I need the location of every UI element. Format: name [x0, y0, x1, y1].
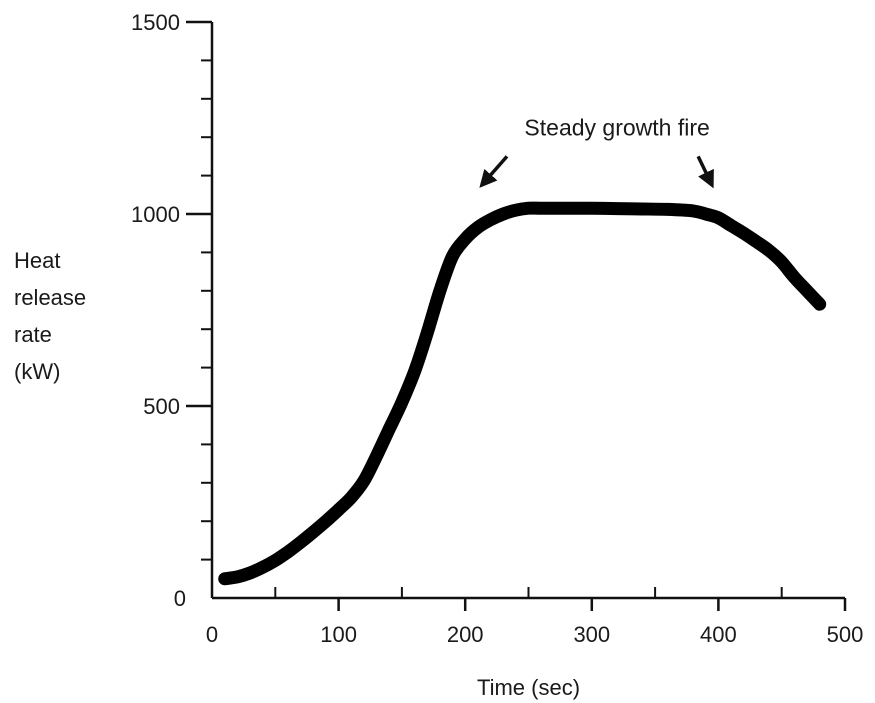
y-tick-label: 500: [143, 394, 180, 419]
annotation-arrow: [479, 155, 509, 188]
x-tick-label: 0: [206, 622, 218, 647]
y-axis-title-line: release: [14, 285, 86, 310]
y-tick-label: 0: [174, 586, 186, 611]
y-tick-label: 1500: [131, 10, 180, 35]
x-axis-title: Time (sec): [477, 675, 580, 700]
annotation-steady-growth-fire: Steady growth fire: [524, 114, 709, 140]
axis-minor-ticks: [201, 59, 783, 598]
axis-major-ticks: [186, 20, 847, 611]
x-tick-label: 500: [827, 622, 864, 647]
x-tick-labels: 0 100 200 300 400 500: [206, 622, 863, 647]
y-tick-labels: 0 500 1000 1500: [131, 10, 186, 611]
y-axis-title-line: Heat: [14, 248, 60, 273]
y-tick-label: 1000: [131, 202, 180, 227]
x-tick-label: 400: [700, 622, 737, 647]
annotation-arrows: [479, 155, 714, 189]
series-line-heat-release: [218, 201, 827, 586]
y-axis-title-line: (kW): [14, 359, 60, 384]
x-tick-label: 100: [320, 622, 357, 647]
y-axis-title-line: rate: [14, 322, 52, 347]
x-tick-label: 300: [573, 622, 610, 647]
x-tick-label: 200: [447, 622, 484, 647]
y-axis-title: Heat release rate (kW): [14, 248, 86, 384]
annotation-arrow: [696, 155, 714, 189]
